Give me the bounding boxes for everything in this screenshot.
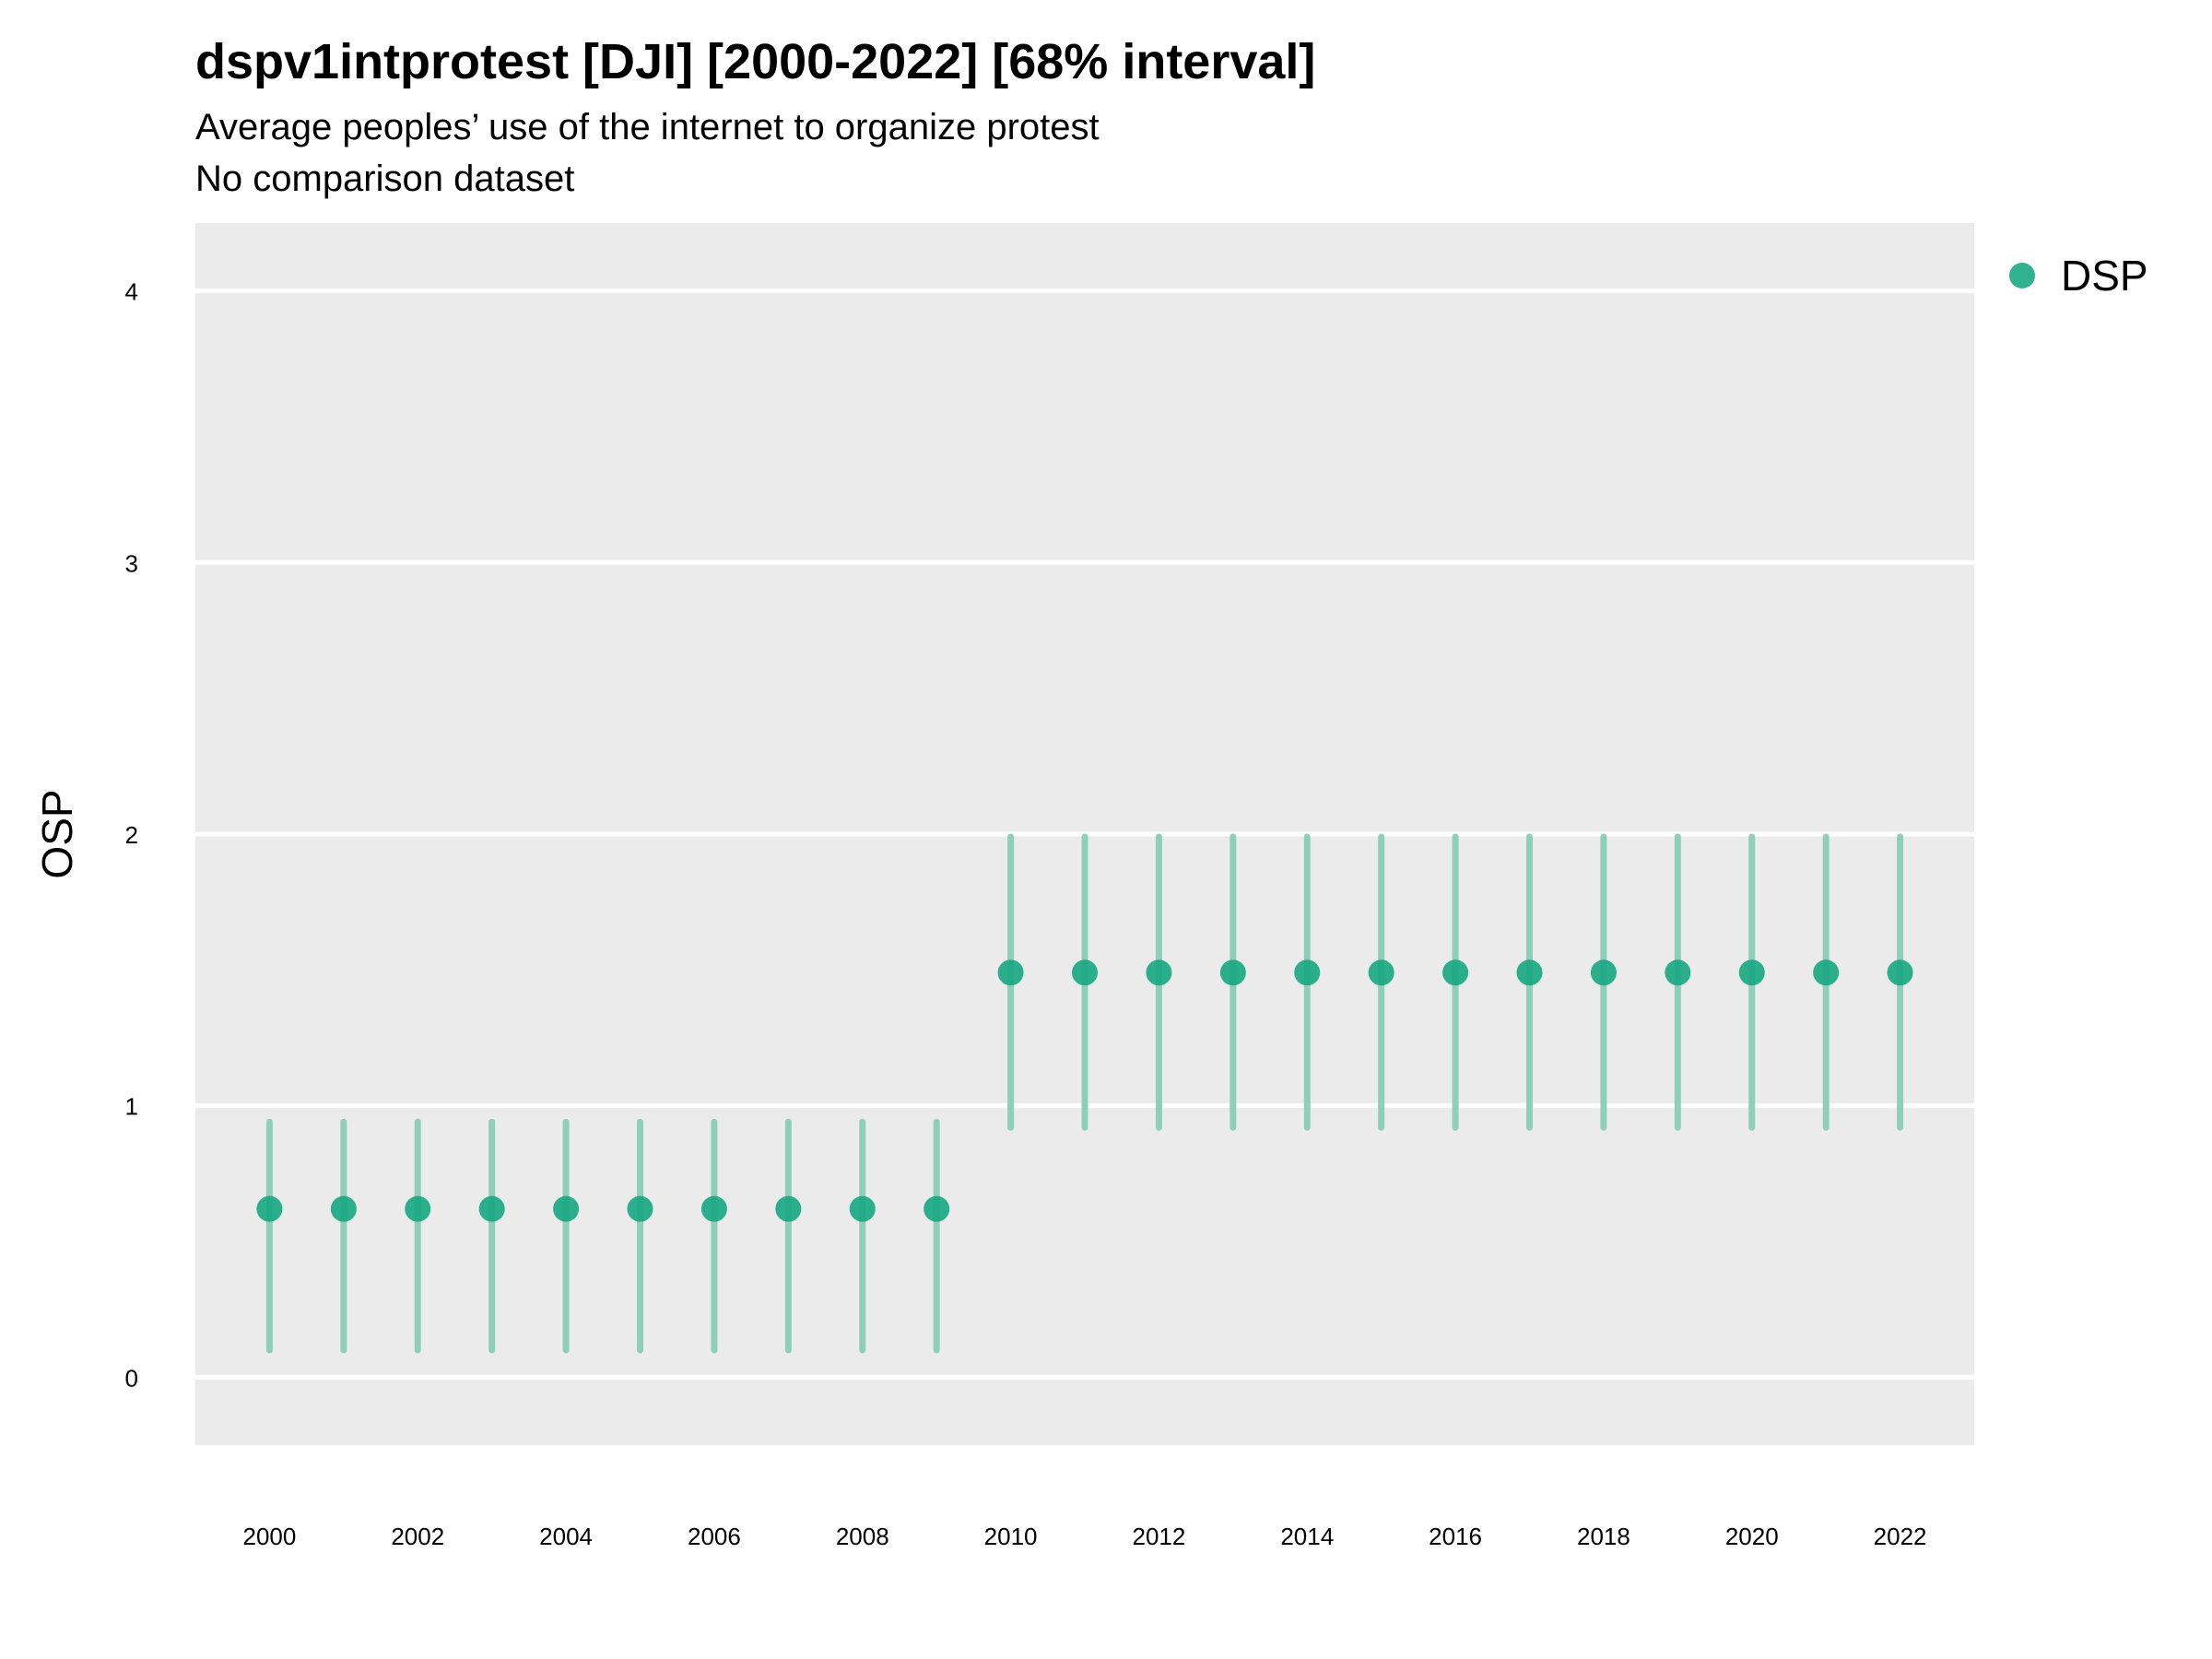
y-tick-label-1: 1 <box>125 1093 138 1121</box>
data-point-2007 <box>775 1195 802 1222</box>
x-tick-label-2022: 2022 <box>1874 1523 1927 1550</box>
x-tick-label-2014: 2014 <box>1280 1523 1334 1550</box>
data-point-2021 <box>1813 959 1840 986</box>
data-point-2020 <box>1738 959 1765 986</box>
data-point-2004 <box>553 1195 580 1222</box>
y-tick-label-4: 4 <box>125 278 138 306</box>
data-point-2015 <box>1368 959 1394 986</box>
x-tick-label-2002: 2002 <box>391 1523 444 1550</box>
data-point-2009 <box>924 1195 950 1222</box>
data-point-2013 <box>1219 959 1246 986</box>
x-tick-label-2012: 2012 <box>1132 1523 1185 1550</box>
data-point-2003 <box>478 1195 505 1222</box>
data-point-2006 <box>700 1195 727 1222</box>
legend-dot-icon <box>2009 263 2035 288</box>
chart-subtitle-comparison: No comparison dataset <box>195 159 575 199</box>
chart-subtitle: Average peoples’ use of the internet to … <box>195 107 1100 147</box>
data-point-2011 <box>1072 959 1098 986</box>
x-tick-label-2020: 2020 <box>1725 1523 1779 1550</box>
data-point-2019 <box>1665 959 1691 986</box>
data-point-2002 <box>405 1195 431 1222</box>
data-point-2010 <box>997 959 1024 986</box>
data-point-2016 <box>1442 959 1469 986</box>
y-tick-label-0: 0 <box>125 1364 138 1392</box>
data-point-2022 <box>1887 959 1913 986</box>
data-point-2018 <box>1590 959 1617 986</box>
x-tick-labels: 2000 2002 2004 2006 2008 2010 2012 2014 2016 2018… <box>242 1523 1926 1550</box>
x-tick-label-2006: 2006 <box>688 1523 741 1550</box>
y-tick-label-3: 3 <box>125 549 138 577</box>
legend-label: DSP <box>2061 252 2148 300</box>
data-point-2017 <box>1516 959 1543 986</box>
data-point-2005 <box>627 1195 653 1222</box>
x-tick-label-2016: 2016 <box>1429 1523 1482 1550</box>
data-point-2012 <box>1146 959 1172 986</box>
data-point-2000 <box>256 1195 283 1222</box>
x-tick-label-2010: 2010 <box>984 1523 1038 1550</box>
x-tick-label-2018: 2018 <box>1577 1523 1630 1550</box>
x-tick-label-2004: 2004 <box>539 1523 593 1550</box>
data-points <box>256 959 1913 1222</box>
legend: DSP <box>2009 251 2148 300</box>
chart-title: dspv1intprotest [DJI] [2000-2022] [68% i… <box>195 34 1316 89</box>
y-axis-label: OSP <box>33 789 81 878</box>
data-point-2001 <box>330 1195 357 1222</box>
y-tick-label-2: 2 <box>125 821 138 849</box>
data-point-2014 <box>1294 959 1321 986</box>
x-tick-label-2008: 2008 <box>836 1523 889 1550</box>
y-tick-labels: 0 1 2 3 4 <box>125 278 138 1393</box>
x-tick-label-2000: 2000 <box>242 1523 296 1550</box>
data-point-2008 <box>849 1195 876 1222</box>
